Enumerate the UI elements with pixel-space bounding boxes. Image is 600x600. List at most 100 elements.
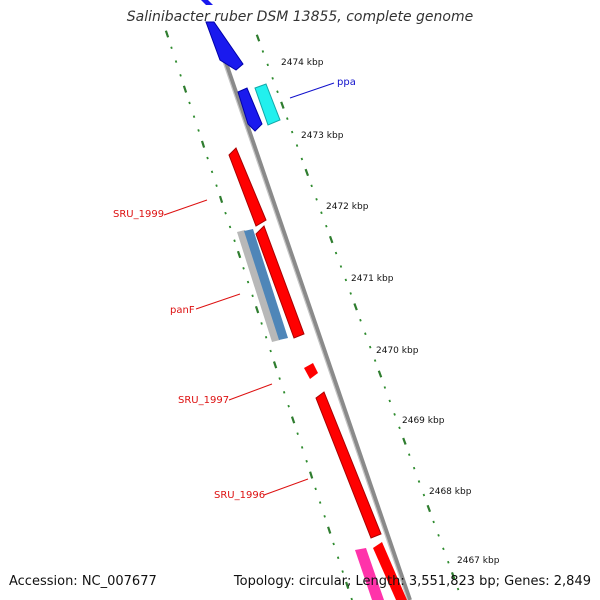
gene-label-sru-1996-text: SRU_1996 — [214, 490, 265, 501]
outer-guide-major-tick — [255, 34, 261, 42]
inner-guide-major-tick — [236, 250, 242, 259]
inner-guide-dot — [336, 556, 340, 560]
feature-blue-upper-2[interactable] — [201, 0, 213, 5]
outer-guide-dot — [271, 77, 274, 80]
inner-guide-dot — [188, 101, 191, 105]
inner-guide-dot — [287, 404, 290, 408]
inner-guide-dot — [192, 115, 196, 118]
outer-guide-dot — [393, 412, 396, 416]
outer-guide-dot — [432, 520, 435, 524]
scale-labels: 2474 kbp 2473 kbp 2472 kbp 2471 kbp 2470… — [281, 58, 500, 566]
scale-label-2468: 2468 kbp — [429, 487, 472, 497]
outer-guide-major-tick — [353, 303, 358, 311]
inner-guide-dot — [296, 432, 299, 435]
feature-blue-upper[interactable] — [205, 21, 244, 71]
outer-guide-dot — [408, 453, 411, 456]
outer-guide-dot — [290, 130, 294, 134]
inner-guide-dot — [197, 129, 200, 132]
inner-guide-major-tick — [309, 471, 314, 479]
gene-label-ppa-text: ppa — [337, 77, 356, 88]
inner-guide-dot — [341, 570, 344, 573]
gene-label-panf[interactable]: panF — [170, 293, 241, 316]
gene-label-sru-1996[interactable]: SRU_1996 — [214, 478, 309, 501]
outer-dotted-guide — [255, 34, 460, 591]
inner-guide-dot — [251, 294, 254, 298]
feature-red-small[interactable] — [304, 363, 318, 379]
scale-label-2474: 2474 kbp — [281, 58, 324, 68]
inner-guide-major-tick — [218, 195, 224, 204]
feature-sru-1996[interactable] — [315, 391, 382, 539]
inner-guide-dot — [233, 239, 236, 243]
inner-guide-dot — [246, 280, 250, 284]
feature-pink-bottom[interactable] — [355, 548, 384, 600]
outer-guide-major-tick — [402, 437, 407, 445]
inner-guide-dot — [332, 542, 335, 546]
outer-guide-dot — [417, 480, 421, 483]
inner-guide-dot — [300, 446, 304, 449]
outer-guide-dot — [334, 251, 338, 255]
outer-guide-major-tick — [450, 572, 456, 580]
genome-summary-text: Topology: circular; Length: 3,551,823 bp… — [233, 574, 591, 589]
outer-guide-dot — [412, 466, 416, 470]
gene-label-sru-1997-text: SRU_1997 — [178, 395, 229, 406]
outer-guide-dot — [295, 144, 299, 147]
scale-label-2473: 2473 kbp — [301, 131, 344, 141]
scale-label-2469: 2469 kbp — [402, 416, 445, 426]
inner-guide-dot — [323, 515, 326, 518]
outer-guide-major-tick — [280, 101, 285, 109]
outer-guide-dot — [422, 493, 426, 497]
outer-guide-dot — [266, 63, 269, 67]
feature-blue-lower[interactable] — [237, 87, 263, 132]
outer-guide-dot — [359, 318, 362, 322]
outer-guide-dot — [344, 278, 348, 282]
gene-label-panf-text: panF — [170, 305, 195, 316]
outer-guide-dot — [373, 359, 377, 362]
feature-red-bottom[interactable] — [373, 542, 407, 600]
inner-guide-dot — [210, 170, 214, 174]
inner-guide-dot — [215, 184, 218, 187]
backbone — [208, 21, 412, 600]
outer-guide-dot — [364, 332, 367, 336]
outer-guide-dot — [349, 292, 352, 295]
outer-guide-dot — [437, 534, 440, 537]
outer-guide-dot — [300, 157, 304, 161]
outer-guide-major-tick — [304, 168, 310, 177]
outer-guide-major-tick — [328, 235, 334, 244]
feature-ppa[interactable] — [254, 83, 281, 126]
inner-guide-dot — [206, 156, 209, 160]
feature-panf-grey[interactable] — [237, 230, 280, 342]
outer-guide-dot — [339, 265, 343, 268]
outer-guide-dot — [447, 560, 450, 564]
outer-guide-dot — [310, 184, 313, 188]
outer-guide-dot — [320, 211, 323, 215]
inner-guide-dot — [318, 501, 322, 504]
inner-guide-dot — [282, 391, 286, 394]
gene-label-ppa[interactable]: ppa — [289, 77, 356, 99]
outer-guide-dot — [325, 224, 328, 228]
inner-guide-dot — [305, 459, 308, 463]
inner-guide-major-tick — [200, 140, 206, 148]
inner-guide-dot — [228, 225, 232, 229]
scale-label-2470: 2470 kbp — [376, 346, 419, 356]
outer-guide-dot — [315, 198, 318, 201]
feature-panf-steel[interactable] — [244, 229, 288, 340]
scale-label-2471: 2471 kbp — [351, 274, 394, 284]
inner-guide-dot — [264, 335, 268, 339]
inner-guide-major-tick — [290, 416, 296, 424]
scale-label-2472: 2472 kbp — [326, 202, 369, 212]
outer-guide-dot — [456, 587, 460, 591]
feature-track — [201, 0, 407, 600]
map-title: Salinibacter ruber DSM 13855, complete g… — [126, 9, 474, 25]
inner-guide-dot — [174, 60, 178, 63]
gene-label-sru-1999[interactable]: SRU_1999 — [113, 199, 208, 220]
feature-red-upper[interactable] — [255, 225, 305, 339]
outer-guide-dot — [442, 547, 445, 551]
outer-guide-major-tick — [426, 504, 432, 513]
inner-guide-dot — [170, 46, 173, 50]
outer-guide-dot — [383, 386, 387, 389]
feature-sru-1999[interactable] — [228, 147, 267, 227]
inner-guide-dot — [224, 211, 227, 215]
scale-label-2467: 2467 kbp — [457, 556, 500, 566]
gene-label-sru-1997[interactable]: SRU_1997 — [178, 383, 273, 406]
